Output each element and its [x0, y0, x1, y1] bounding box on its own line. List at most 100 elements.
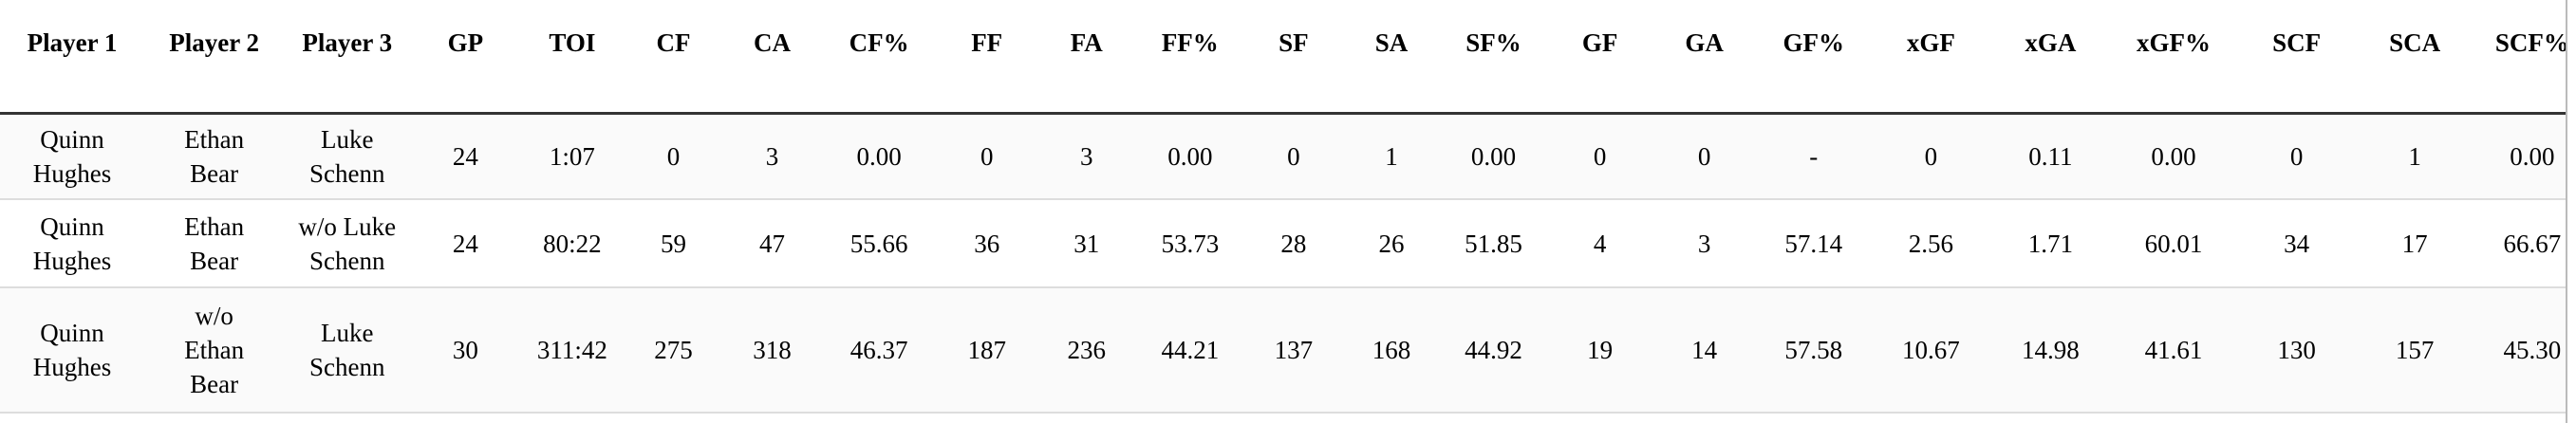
column-header: GF%: [1756, 0, 1872, 115]
header-row: Player 1 Player 2 Player 3 GP TOI CF CA CF% FF FA…: [0, 0, 2567, 115]
column-header: SA: [1342, 0, 1440, 115]
column-header-text: FF: [971, 28, 1003, 57]
table-cell: 2.56: [1871, 199, 1991, 288]
table-cell-text: 66.67: [2503, 229, 2562, 258]
table-cell-text: 44.92: [1465, 336, 1522, 364]
table-cell-text: 30: [452, 336, 478, 364]
column-header: xGF: [1871, 0, 1991, 115]
table-cell-text: 236: [1067, 336, 1107, 364]
table-cell-text: 0: [1287, 142, 1300, 171]
table-cell: 187: [936, 287, 1037, 414]
table-cell: 24: [410, 113, 521, 200]
table-cell-text: 311:42: [536, 336, 607, 364]
table-cell: w/o Ethan Bear: [144, 287, 285, 414]
table-cell: -: [1756, 113, 1872, 200]
table-cell: 14: [1652, 287, 1757, 414]
column-header: GF: [1547, 0, 1653, 115]
table-cell: 34: [2236, 199, 2357, 288]
column-header: SF: [1243, 0, 1343, 115]
table-cell: 59: [624, 199, 723, 288]
table-cell-text: 57.14: [1784, 229, 1843, 258]
table-cell: 44.92: [1439, 287, 1548, 414]
column-header: CF: [624, 0, 723, 115]
column-header-text: SCF: [2272, 28, 2322, 57]
table-cell-text: 26: [1378, 229, 1405, 258]
column-header-text: GF%: [1783, 28, 1845, 57]
table-cell-text: 46.37: [849, 336, 908, 364]
column-header-text: SCF%: [2494, 28, 2567, 57]
column-header: FF%: [1135, 0, 1244, 115]
table-cell-text: 36: [974, 229, 1000, 258]
column-header-text: SF%: [1465, 28, 1521, 57]
table-cell-text: 1: [2408, 142, 2421, 171]
table-cell: w/o Luke Schenn: [284, 199, 411, 288]
table-cell: 1.71: [1990, 199, 2111, 288]
table-cell-text: Luke Schenn: [309, 125, 385, 188]
table-cell-text: 1.71: [2027, 229, 2074, 258]
table-cell: 57.58: [1756, 287, 1872, 414]
column-header-text: CF: [656, 28, 691, 57]
column-header: Player 1: [0, 0, 145, 115]
table-cell-text: 0.00: [1470, 142, 1517, 171]
table-cell-text: 1:07: [549, 142, 595, 171]
table-cell: Ethan Bear: [144, 113, 285, 200]
table-cell-text: 0.11: [2028, 142, 2073, 171]
table-cell-text: 47: [759, 229, 786, 258]
table-cell: 36: [936, 199, 1037, 288]
table-cell: 3: [1036, 113, 1136, 200]
table-cell: 28: [1243, 199, 1343, 288]
table-cell: 318: [722, 287, 822, 414]
column-header-text: Player 3: [302, 28, 393, 57]
column-header-text: SF: [1279, 28, 1309, 57]
table-cell-text: 0: [666, 142, 681, 171]
table-cell-text: 60.01: [2144, 229, 2203, 258]
column-header-text: TOI: [549, 28, 596, 57]
table-cell-text: w/o Ethan Bear: [184, 302, 245, 398]
table-cell-text: 187: [967, 336, 1006, 364]
table-cell: 0: [624, 113, 723, 200]
table-cell-text: 318: [753, 336, 792, 364]
table-cell: 60.01: [2110, 199, 2237, 288]
table-cell: 275: [624, 287, 723, 414]
column-header: CA: [722, 0, 822, 115]
table-cell: 236: [1036, 287, 1136, 414]
table-cell: Ethan Bear: [144, 199, 285, 288]
table-cell-text: 0: [2289, 142, 2304, 171]
table-cell-text: 0: [1697, 142, 1711, 171]
table-cell-text: 10.67: [1901, 336, 1960, 364]
column-header: TOI: [520, 0, 625, 115]
column-header-text: SA: [1374, 28, 1409, 57]
table-cell-text: Ethan Bear: [184, 125, 245, 188]
table-cell-text: 0: [980, 142, 994, 171]
table-cell: 0: [1547, 113, 1653, 200]
table-cell-text: 80:22: [543, 229, 602, 258]
table-row: Quinn Hughes Ethan Bear Luke Schenn 24 1:07 0…: [0, 113, 2566, 200]
table-cell: 0: [1652, 113, 1757, 200]
table-cell-text: 51.85: [1465, 229, 1522, 258]
table-cell-text: 0: [1593, 142, 1607, 171]
table-cell: 4: [1547, 199, 1653, 288]
table-row: Quinn Hughes Ethan Bear w/o Luke Schenn 24 8…: [0, 199, 2566, 288]
table-cell: 46.37: [821, 287, 937, 414]
table-cell-text: 55.66: [849, 229, 908, 258]
table-cell: 55.66: [821, 199, 937, 288]
table-cell-text: 0.00: [856, 142, 902, 171]
table-cell: 1: [2356, 113, 2473, 200]
table-cell-text: 34: [2284, 229, 2310, 258]
table-cell: 51.85: [1439, 199, 1548, 288]
table-cell-text: 19: [1587, 336, 1614, 364]
table-cell: Quinn Hughes: [0, 287, 145, 414]
table-cell: 311:42: [520, 287, 625, 414]
table-cell-text: 45.30: [2503, 336, 2562, 364]
table-cell: 53.73: [1135, 199, 1244, 288]
table-cell-text: 1: [1385, 142, 1398, 171]
table-cell: 0.00: [2473, 113, 2566, 200]
table-cell-text: Quinn Hughes: [32, 125, 112, 188]
table-cell-text: 53.73: [1161, 229, 1220, 258]
column-header: GA: [1652, 0, 1757, 115]
table-cell: 130: [2236, 287, 2357, 414]
table-cell-text: 31: [1073, 229, 1100, 258]
table-cell-text: 14: [1691, 336, 1718, 364]
column-header: GP: [410, 0, 521, 115]
